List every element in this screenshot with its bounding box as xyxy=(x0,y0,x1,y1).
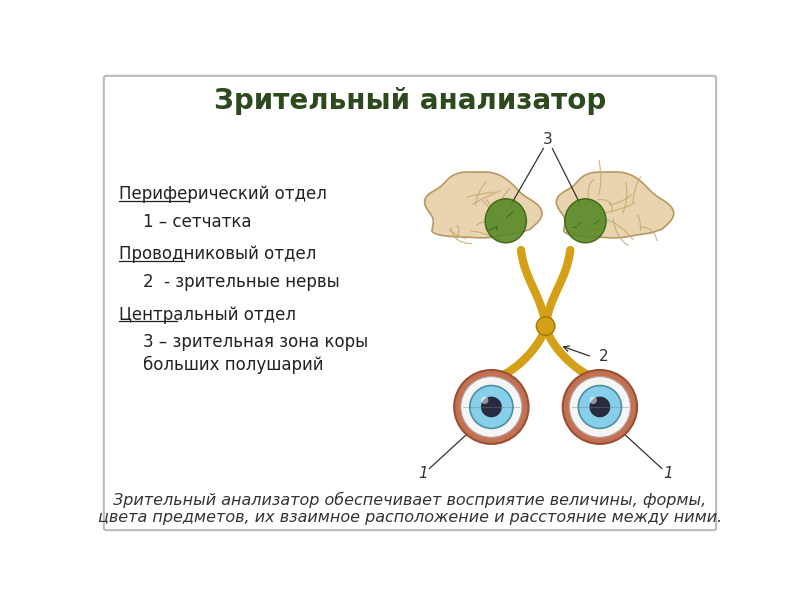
Ellipse shape xyxy=(485,199,526,243)
Circle shape xyxy=(461,377,522,437)
Circle shape xyxy=(578,386,622,428)
Text: 3 – зрительная зона коры: 3 – зрительная зона коры xyxy=(143,333,369,351)
Text: Проводниковый отдел: Проводниковый отдел xyxy=(118,245,316,263)
Polygon shape xyxy=(425,172,542,238)
Circle shape xyxy=(481,397,488,404)
Text: 2  - зрительные нервы: 2 - зрительные нервы xyxy=(143,273,340,291)
Text: Периферический отдел: Периферический отдел xyxy=(118,185,326,203)
Circle shape xyxy=(590,397,610,417)
FancyBboxPatch shape xyxy=(104,76,716,530)
Text: Центральный отдел: Центральный отдел xyxy=(118,305,296,323)
Circle shape xyxy=(570,377,630,437)
Circle shape xyxy=(562,370,637,444)
Ellipse shape xyxy=(565,199,606,243)
Text: больших полушарий: больших полушарий xyxy=(143,356,324,374)
Circle shape xyxy=(470,386,513,428)
Circle shape xyxy=(481,397,502,417)
Text: 1: 1 xyxy=(663,466,673,481)
Text: 1: 1 xyxy=(418,466,428,481)
Text: Зрительный анализатор: Зрительный анализатор xyxy=(214,87,606,115)
Circle shape xyxy=(536,317,555,335)
Text: 1 – сетчатка: 1 – сетчатка xyxy=(143,213,252,231)
Text: 3: 3 xyxy=(543,132,553,147)
Text: Зрительный анализатор обеспечивает восприятие величины, формы,
цвета предметов, : Зрительный анализатор обеспечивает воспр… xyxy=(98,492,722,526)
Circle shape xyxy=(454,370,529,444)
Text: 2: 2 xyxy=(599,349,609,364)
Circle shape xyxy=(590,397,597,404)
Polygon shape xyxy=(557,172,674,238)
